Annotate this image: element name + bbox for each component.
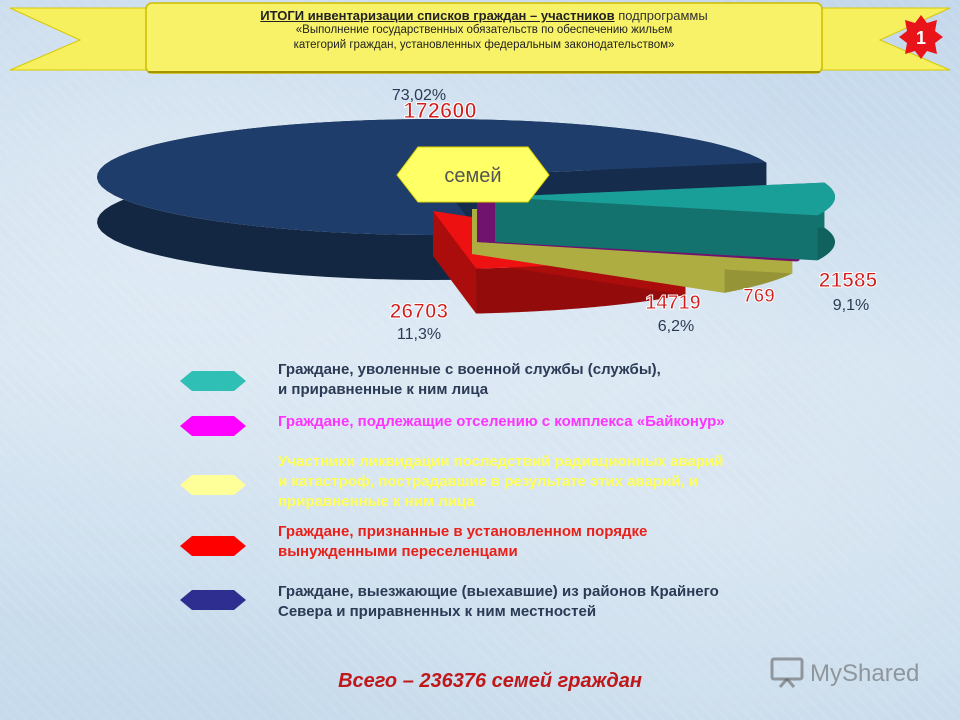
legend-label: Граждане, уволенные с военной службы (сл… [278,360,848,400]
title-line: ИТОГИ инвентаризации списков граждан – у… [150,8,818,23]
badge-star-icon [899,15,943,59]
legend-label-line: и катастроф, пострадавшие в результате э… [278,473,699,490]
total-label: Всего – 236376 семей граждан [338,670,642,692]
legend-marker [180,590,246,610]
legend-label-line: Участники ликвидации последствий радиаци… [278,453,724,470]
presentation-icon [770,657,804,688]
legend-label-line: Граждане, признанные в установленном пор… [278,523,648,540]
legend-label-line: приравненные к ним лица [278,493,475,510]
legend-label-line: Граждане, подлежащие отселению с комплек… [278,413,725,430]
legend-marker [180,475,246,495]
center-label: семей [444,165,501,187]
legend-label: Участники ликвидации последствий радиаци… [278,452,848,512]
watermark: MyShared [770,656,940,692]
value-label-radiation: 14719 [645,292,701,314]
legend-label-line: Граждане, уволенные с военной службы (сл… [278,361,661,378]
percent-label-migrants: 11,3% [397,326,441,343]
legend-label-line: вынужденными переселенцами [278,543,518,560]
center-label-shape [396,146,550,203]
legend-item: Граждане, подлежащие отселению с комплек… [180,412,860,472]
pie-chart: семей 172600 21585 769 14719 26703 73,02… [97,87,878,343]
watermark-text: MyShared [810,660,920,687]
subtitle-line-1: «Выполнение государственных обязательств… [295,24,673,36]
value-label-baikonur: 769 [743,286,775,307]
legend-item: Граждане, уволенные с военной службы (сл… [180,360,860,420]
pie-slice-wall [433,211,477,314]
pie-slice-top [495,182,835,216]
legend-label: Граждане, признанные в установленном пор… [278,522,848,562]
percent-label-military: 9,1% [833,297,869,314]
legend-label-line: Севера и приравненных к ним местностей [278,603,597,620]
title-bold: ИТОГИ инвентаризации списков граждан – у… [260,8,615,23]
slide-number-badge: 1 [899,15,943,59]
value-label-military: 21585 [819,269,878,292]
legend-item: Граждане, выезжающие (выехавшие) из райо… [180,582,860,642]
title-banner [9,2,951,74]
legend-marker [180,536,246,556]
value-label-north: 172600 [403,98,476,123]
legend-label-line: Граждане, выезжающие (выехавшие) из райо… [278,583,719,600]
legend-item: Участники ликвидации последствий радиаци… [180,452,860,512]
title-block: ИТОГИ инвентаризации списков граждан – у… [150,8,818,70]
legend-item: Граждане, признанные в установленном пор… [180,522,860,582]
legend-marker [180,371,246,391]
legend-label: Граждане, подлежащие отселению с комплек… [278,412,848,432]
slide-number: 1 [916,28,926,48]
pie-slice-wall [495,197,818,261]
legend-label-line: и приравненные к ним лица [278,381,489,398]
legend-marker [180,416,246,436]
percent-label-radiation: 6,2% [658,318,694,335]
pie-slice [495,182,835,261]
legend-label: Граждане, выезжающие (выехавшие) из райо… [278,582,848,622]
subtitle-line-2: категорий граждан, установленных федерал… [293,39,675,51]
value-label-migrants: 26703 [390,300,448,323]
percent-label-north: 73,02% [392,87,446,104]
title-rest: подпрограммы [614,8,708,23]
